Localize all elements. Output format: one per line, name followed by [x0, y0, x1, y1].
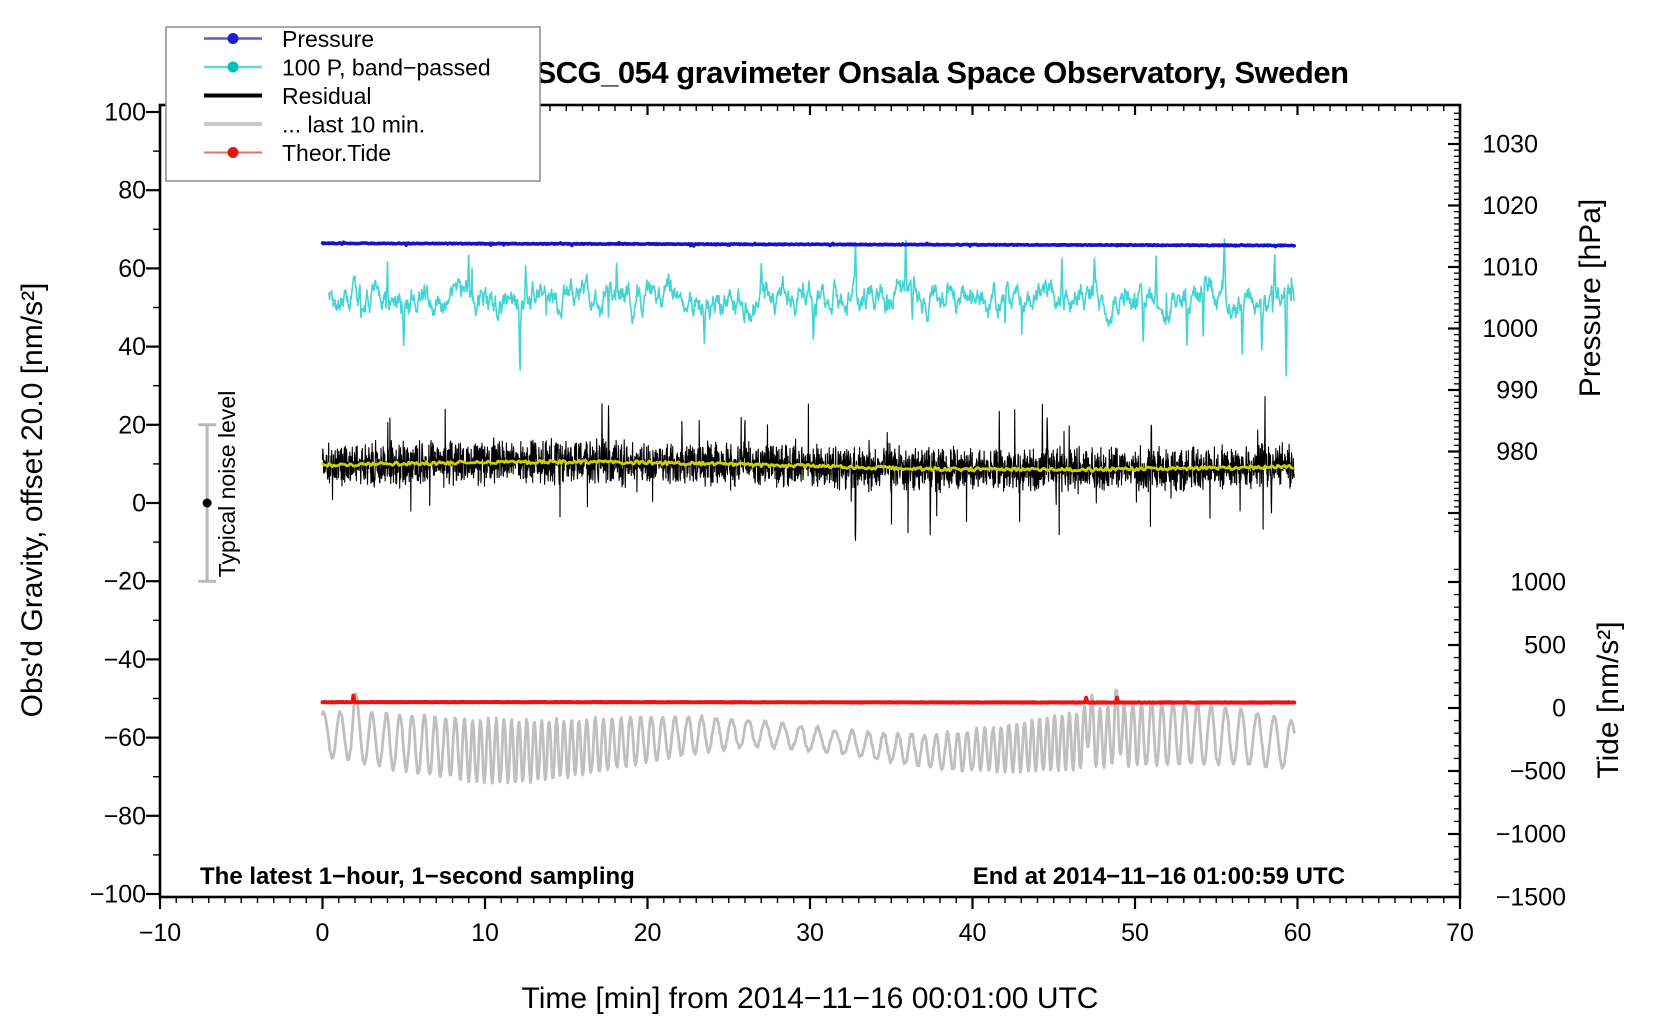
series-pressure [320, 240, 1296, 249]
pressure-tick-label: 1020 [1482, 192, 1538, 220]
gravity-tick-label: −100 [90, 881, 146, 909]
gravity-tick-label: −60 [104, 724, 146, 752]
series-theor_tide [320, 693, 1297, 705]
x-tick-label: −10 [139, 919, 181, 947]
tide-tick-label: −1000 [1496, 821, 1566, 849]
gravity-tick-label: 0 [132, 490, 146, 518]
gravity-tick-label: −80 [104, 802, 146, 830]
noise-level-marker [198, 423, 217, 583]
gravity-tick-label: 40 [118, 333, 146, 361]
x-axis-title: Time [min] from 2014−11−16 00:01:00 UTC [522, 982, 1099, 1015]
legend-symbols [204, 33, 262, 158]
tide-tick-label: 0 [1552, 695, 1566, 723]
x-tick-label: 50 [1121, 919, 1149, 947]
tide-tick-label: −1500 [1496, 884, 1566, 912]
x-tick-label: 20 [634, 919, 662, 947]
axes-layer: −10 0 10 20 30 40 50 60 70100806040200−20−40−60−… [90, 99, 1566, 948]
gravity-tick-label: 100 [104, 99, 146, 127]
legend-label-last10: ... last 10 min. [282, 112, 425, 138]
pressure-tick-label: 1030 [1482, 131, 1538, 159]
x-tick-label: 30 [796, 919, 824, 947]
gravity-tick-label: −20 [104, 568, 146, 596]
chart-title: SCG_054 gravimeter Onsala Space Observat… [535, 55, 1348, 90]
series-band_passed [328, 238, 1295, 377]
x-tick-label: 0 [316, 919, 330, 947]
tide-axis-title: Tide [nm/s²] [1592, 621, 1625, 778]
annotation-end-time: End at 2014−11−16 01:00:59 UTC [973, 863, 1345, 890]
noise-center-dot [202, 498, 212, 508]
tide-tick-label: 500 [1524, 632, 1566, 660]
plot-frame [158, 103, 1462, 899]
legend-label-band-passed: 100 P, band−passed [282, 55, 491, 81]
left-axis-title: Obs'd Gravity, offset 20.0 [nm/s²] [16, 283, 49, 718]
legend: Pressure 100 P, band−passed Residual ...… [165, 26, 541, 182]
x-tick-label: 60 [1284, 919, 1312, 947]
gravity-tick-label: 60 [118, 255, 146, 283]
gravity-tick-label: 80 [118, 177, 146, 205]
tide-tick-label: 1000 [1510, 569, 1566, 597]
pressure-tick-label: 1010 [1482, 254, 1538, 282]
pressure-tick-label: 980 [1496, 438, 1538, 466]
legend-dot-0 [227, 33, 239, 44]
annotation-sampling: The latest 1−hour, 1−second sampling [200, 863, 635, 890]
series-layer [320, 238, 1297, 785]
pressure-tick-label: 990 [1496, 377, 1538, 405]
x-tick-label: 40 [959, 919, 987, 947]
x-tick-label: 70 [1446, 919, 1474, 947]
pressure-tick-label: 1000 [1482, 315, 1538, 343]
series-residual_last10 [321, 688, 1296, 785]
legend-dot-4 [227, 147, 239, 158]
legend-label-pressure: Pressure [282, 26, 374, 52]
legend-dot-1 [227, 61, 239, 73]
gravity-tick-label: −40 [104, 646, 146, 674]
pressure-axis-title: Pressure [hPa] [1574, 199, 1607, 397]
tide-tick-label: −500 [1510, 758, 1566, 786]
gravity-tick-label: 20 [118, 411, 146, 439]
legend-label-residual: Residual [282, 83, 372, 109]
x-tick-label: 10 [471, 919, 499, 947]
noise-bar-label: Typical noise level [214, 391, 240, 578]
series-residual_smooth [321, 458, 1294, 473]
legend-label-theor-tide: Theor.Tide [282, 140, 391, 166]
